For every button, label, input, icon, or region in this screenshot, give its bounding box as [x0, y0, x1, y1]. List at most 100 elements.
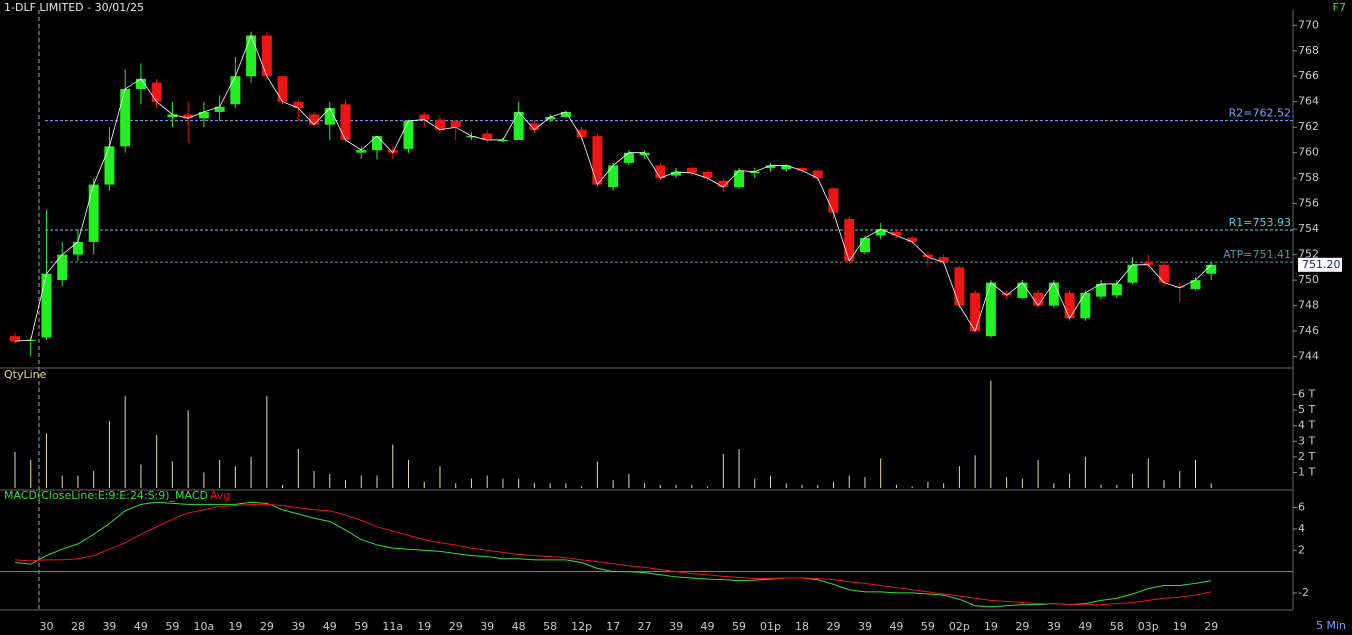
y-tick-label: 2 T	[1298, 450, 1315, 463]
y-tick-label: 4 T	[1298, 419, 1315, 432]
x-tick-label: 39	[480, 620, 494, 633]
x-tick-label: 49	[889, 620, 903, 633]
y-tick-label: 760	[1298, 146, 1319, 159]
candle-body	[1159, 264, 1170, 283]
x-tick-label: 29	[1204, 620, 1218, 633]
candle-body	[356, 150, 367, 153]
candle-body	[198, 111, 209, 119]
candle-body	[450, 120, 461, 128]
candle-body	[1190, 280, 1201, 290]
candle-body	[639, 152, 650, 156]
x-tick-label: 10a	[194, 620, 215, 633]
candle-body	[812, 170, 823, 179]
candle-body	[10, 336, 20, 342]
candle-body	[1033, 292, 1044, 306]
candle-body	[1143, 262, 1154, 265]
candle-body	[261, 35, 272, 77]
x-tick-label: 19	[417, 620, 431, 633]
candle-body	[844, 218, 855, 261]
y-tick-label: 768	[1298, 44, 1319, 57]
x-tick-label: 12p	[571, 620, 592, 633]
x-tick-label: 59	[732, 620, 746, 633]
candle-body	[41, 273, 52, 338]
candle-body	[1111, 283, 1122, 296]
candle-body	[560, 111, 571, 118]
x-tick-label: 59	[165, 620, 179, 633]
y-tick-label: 762	[1298, 120, 1319, 133]
candle-body	[922, 254, 933, 258]
candle-body	[340, 104, 351, 140]
candle-body	[891, 231, 902, 236]
legend-label: MACD(CloseLine:E:9:E:24:S:9)_MACD	[4, 489, 208, 502]
y-tick-label: 764	[1298, 95, 1319, 108]
y-tick-label: 3 T	[1298, 434, 1315, 447]
candle-body	[324, 108, 335, 125]
candle-body	[497, 139, 508, 142]
last-price-label: 751.20	[1302, 258, 1341, 271]
candle-body	[985, 282, 996, 337]
x-tick-label: 02p	[949, 620, 970, 633]
last-price-box	[1298, 257, 1342, 272]
candle-body	[1127, 264, 1138, 283]
x-tick-label: 49	[134, 620, 148, 633]
x-tick-label: 29	[449, 620, 463, 633]
y-tick-label: 2	[1298, 543, 1305, 556]
level-label: ATP=751.41	[1223, 248, 1291, 261]
x-tick-label: 59	[921, 620, 935, 633]
x-tick-label: 49	[1078, 620, 1092, 633]
y-tick-label: 6	[1298, 501, 1305, 514]
candle-body	[608, 165, 619, 188]
candle-body	[57, 254, 68, 281]
y-tick-label: 766	[1298, 69, 1319, 82]
x-tick-label: 49	[323, 620, 337, 633]
x-tick-label: 39	[669, 620, 683, 633]
x-tick-label: 48	[512, 620, 526, 633]
candle-body	[859, 238, 870, 253]
candle-body	[797, 167, 807, 171]
x-tick-label: 58	[1110, 620, 1124, 633]
y-tick-label: 746	[1298, 324, 1319, 337]
candle-body	[545, 117, 556, 120]
candle-body	[72, 241, 83, 255]
candle-body	[230, 76, 241, 105]
level-label: R1=753.93	[1229, 216, 1291, 229]
candle-body	[403, 120, 414, 149]
candle-body	[734, 170, 745, 188]
y-tick-label: 752	[1298, 248, 1319, 261]
candle-body	[1206, 264, 1217, 274]
candle-body	[529, 123, 540, 130]
panel-title: QtyLine	[4, 368, 47, 381]
candle-body	[513, 111, 524, 140]
macd-line	[14, 503, 1212, 606]
candle-body	[749, 171, 760, 174]
y-tick-label: 6 T	[1298, 388, 1315, 401]
x-tick-label: 59	[354, 620, 368, 633]
candle-body	[482, 133, 493, 140]
x-tick-label: 27	[638, 620, 652, 633]
candle-body	[135, 78, 146, 89]
candle-body	[372, 136, 383, 151]
candle-body	[88, 184, 99, 242]
candle-body	[623, 152, 634, 163]
candle-body	[104, 146, 115, 185]
candle-body	[1096, 283, 1107, 297]
x-tick-label: 19	[984, 620, 998, 633]
candle-body	[702, 171, 713, 179]
candle-body	[151, 82, 162, 102]
y-tick-label: 4	[1298, 522, 1305, 535]
x-tick-label: 29	[826, 620, 840, 633]
close-line	[14, 34, 1212, 342]
candle-body	[938, 257, 949, 263]
x-tick-label: 39	[1047, 620, 1061, 633]
x-tick-label: 18	[795, 620, 809, 633]
candle-body	[277, 76, 288, 102]
x-tick-label: 30	[39, 620, 53, 633]
y-tick-label: 1 T	[1298, 465, 1315, 478]
candle-body	[309, 114, 320, 125]
candle-body	[1080, 292, 1091, 319]
hotkey: F7	[1333, 1, 1346, 14]
interval: 5 Min	[1316, 619, 1346, 632]
x-tick-label: 49	[701, 620, 715, 633]
x-tick-label: 28	[71, 620, 85, 633]
